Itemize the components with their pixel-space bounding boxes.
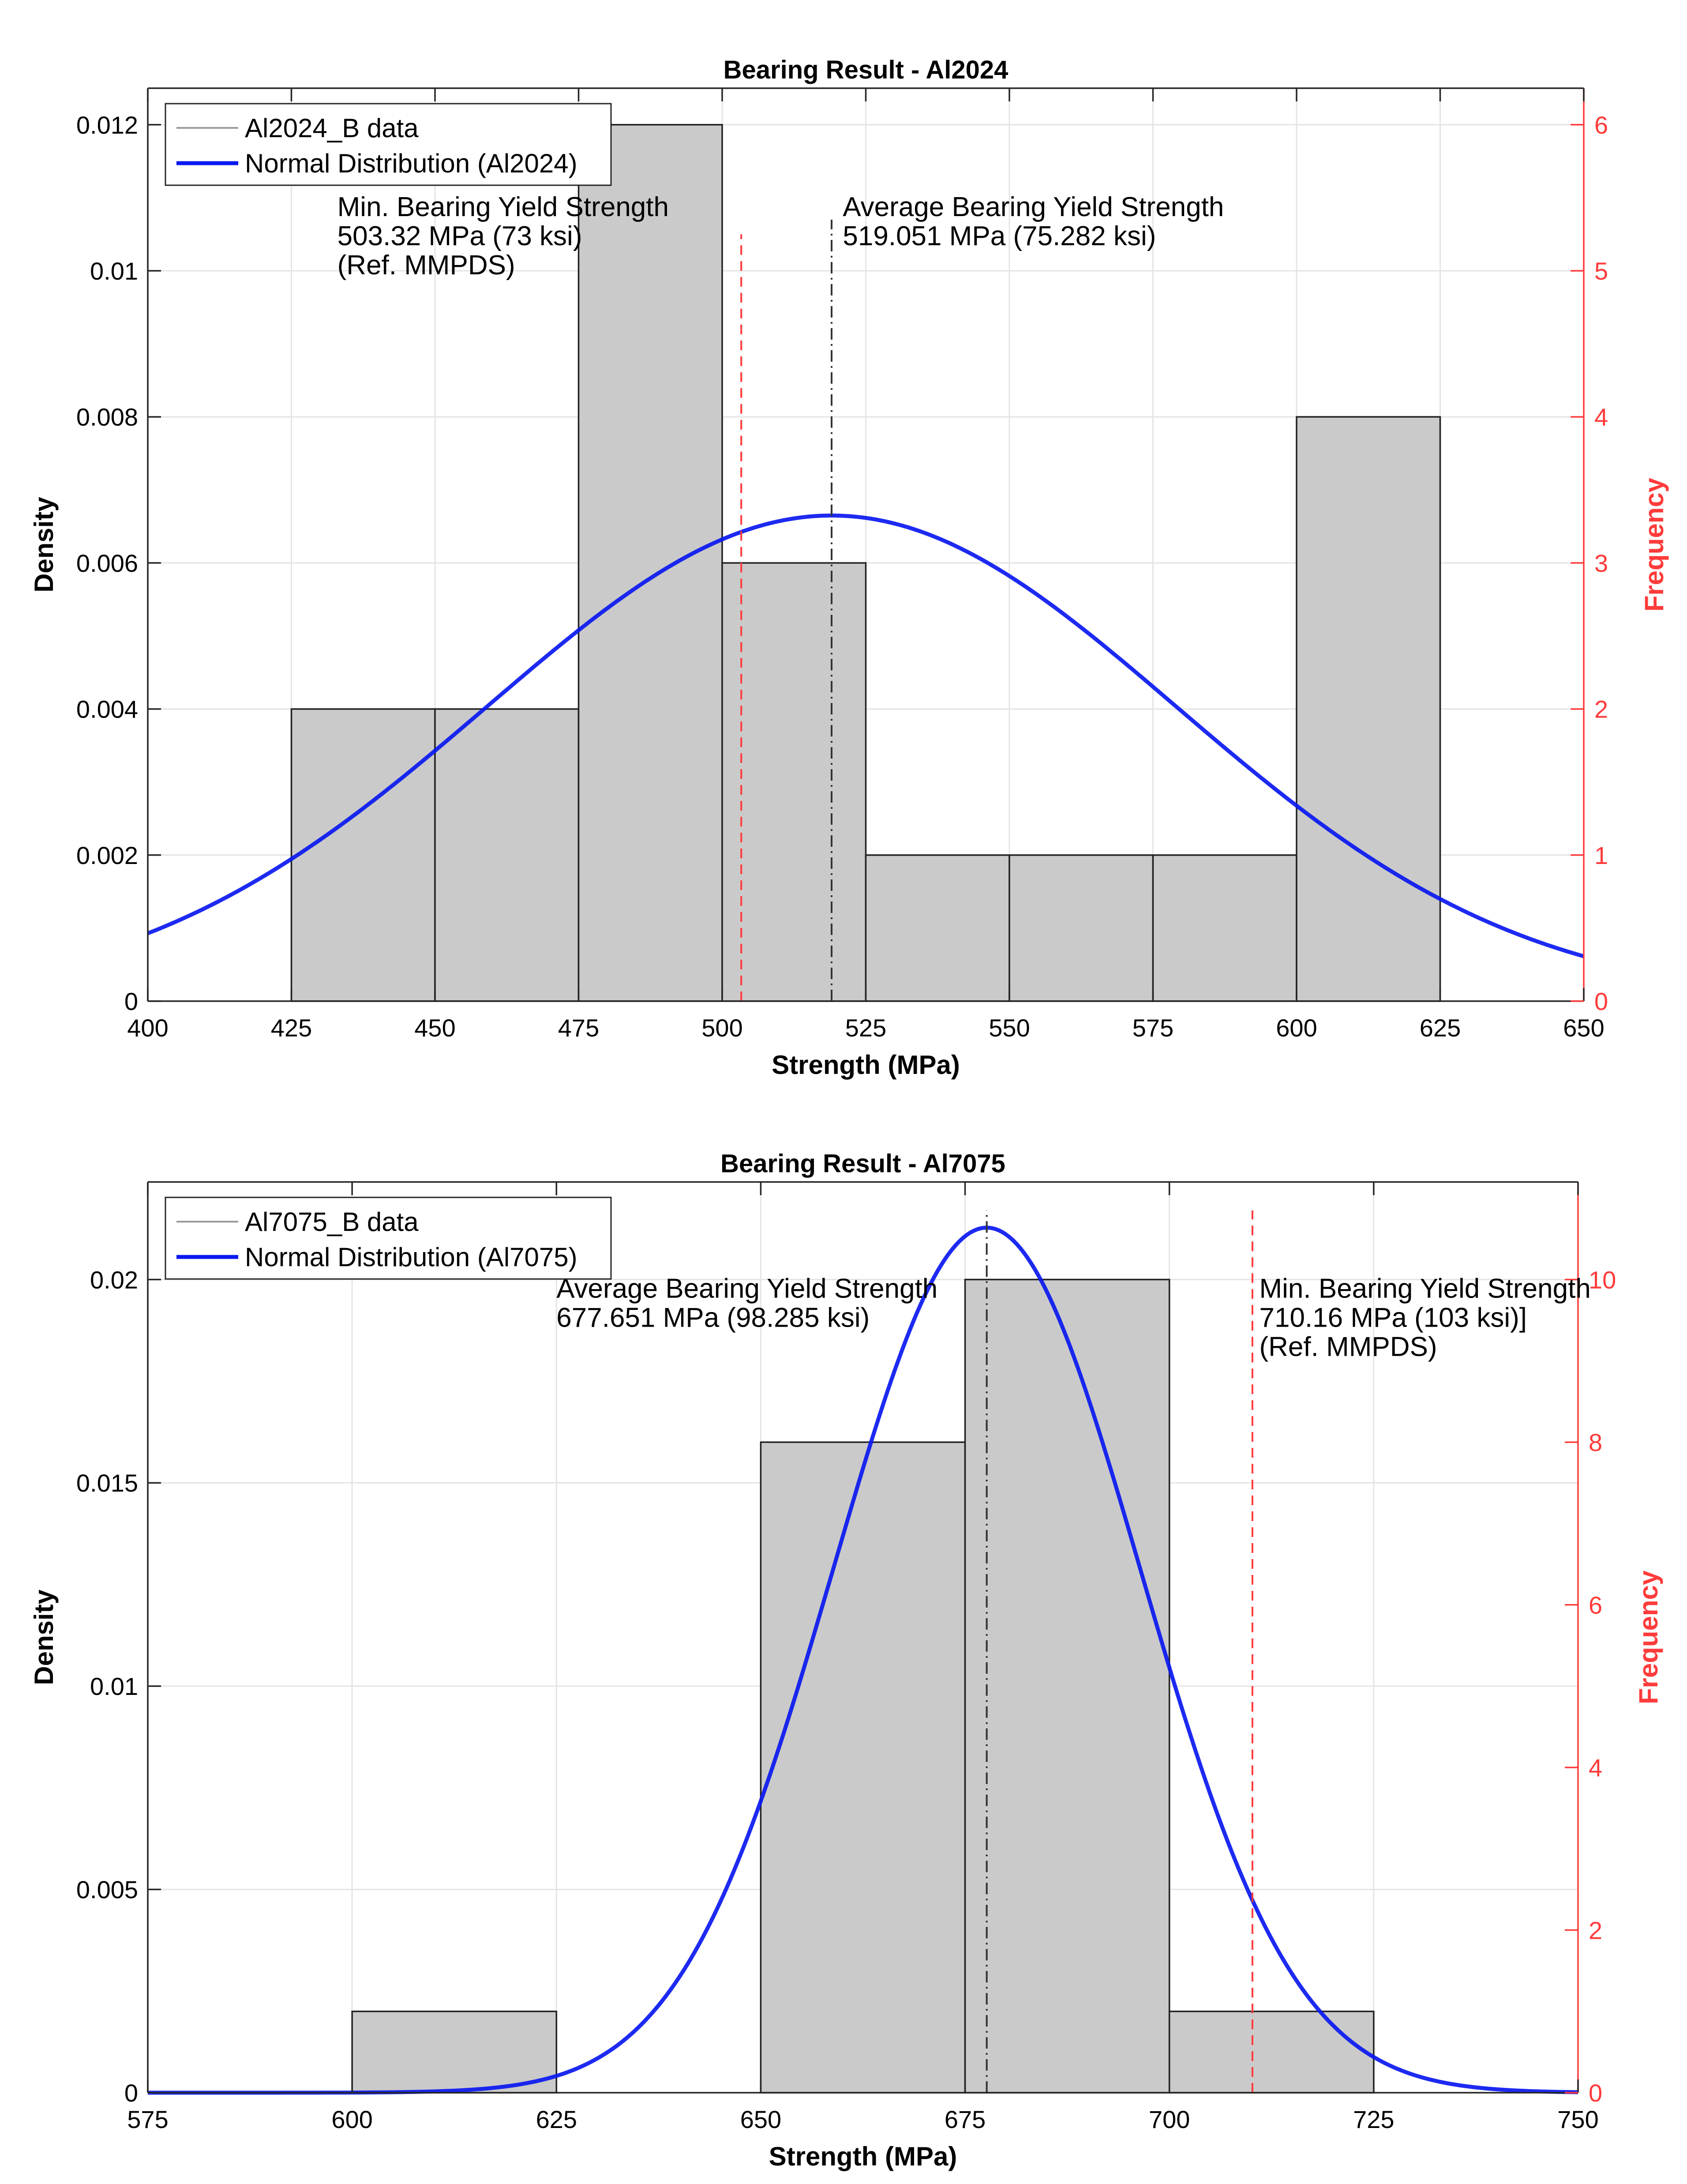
histogram-bar-3 [721, 562, 867, 1002]
histogram-bar-7 [1296, 416, 1441, 1002]
x-axis-label: Strength (MPa) [772, 1050, 960, 1080]
x-tick-label: 550 [989, 1014, 1030, 1042]
y-right-tick-label: 1 [1594, 841, 1608, 869]
y-right-tick-label: 8 [1589, 1429, 1602, 1456]
histogram-bar-0 [290, 708, 436, 1002]
y-right-axis-label: Frequency [1634, 1570, 1663, 1704]
legend: Al7075_B data Normal Distribution (Al7075… [165, 1197, 612, 1280]
x-tick-label: 400 [127, 1014, 168, 1042]
chart-title: Bearing Result - Al7075 [720, 1149, 1005, 1178]
legend-box [165, 103, 612, 186]
legend-label: Al7075_B data [245, 1207, 419, 1237]
y-right-tick-label: 4 [1589, 1754, 1602, 1782]
annotation-text: Average Bearing Yield Strength [843, 192, 1224, 222]
histogram-bar-4 [865, 854, 1010, 1002]
x-tick-label: 600 [331, 2105, 372, 2133]
histogram-bar-2 [964, 1279, 1170, 2094]
legend: Al2024_B data Normal Distribution (Al2024… [165, 103, 612, 186]
y-tick-label: 0.004 [76, 696, 138, 723]
y-tick-label: 0 [124, 2079, 138, 2107]
normal-distribution-curve [147, 513, 1585, 958]
x-tick-label: 525 [845, 1014, 886, 1042]
legend-label: Al2024_B data [245, 113, 419, 143]
annotation-text: Average Bearing Yield Strength [556, 1274, 937, 1304]
histogram-bar-1 [434, 708, 580, 1002]
y-right-tick-label: 5 [1594, 257, 1608, 285]
chart-title: Bearing Result - Al2024 [724, 56, 1008, 84]
y-tick-label: 0.015 [76, 1469, 138, 1497]
x-tick-label: 575 [1132, 1014, 1173, 1042]
x-tick-label: 675 [945, 2105, 986, 2133]
annotation-text: 519.051 MPa (75.282 ksi) [843, 221, 1156, 251]
annotation-text: 677.651 MPa (98.285 ksi) [556, 1303, 870, 1333]
x-tick-label: 650 [1563, 1014, 1604, 1042]
annotation-text: 503.32 MPa (73 ksi) [337, 221, 582, 251]
y-tick-label: 0.01 [90, 257, 138, 285]
y-right-axis-label: Frequency [1639, 478, 1669, 612]
x-tick-label: 425 [271, 1014, 312, 1042]
y-tick-label: 0.008 [76, 403, 138, 431]
annotation-text: (Ref. MMPDS) [1259, 1332, 1437, 1362]
y-tick-label: 0.012 [76, 111, 138, 139]
y-tick-label: 0.02 [90, 1266, 138, 1294]
x-tick-label: 625 [536, 2105, 577, 2133]
histogram-bar-6 [1152, 854, 1297, 1002]
histogram-bar-2 [577, 124, 723, 1002]
legend-label: Normal Distribution (Al7075) [245, 1242, 577, 1272]
y-tick-label: 0.006 [76, 549, 138, 577]
annotation-text: Min. Bearing Yield Strength [1259, 1274, 1590, 1304]
chart-0: 400 425 450 475 500 525 550 575 600 625 65000.0020… [29, 56, 1669, 1080]
histogram-bar-5 [1008, 854, 1154, 1002]
y-tick-label: 0 [124, 987, 138, 1015]
x-tick-label: 600 [1276, 1014, 1317, 1042]
x-tick-label: 500 [701, 1014, 742, 1042]
y-right-tick-label: 4 [1594, 403, 1608, 431]
chart-1: 575 600 625 650 675 700 725 75000.0050.010.0150… [29, 1149, 1663, 2171]
x-tick-label: 725 [1353, 2105, 1394, 2133]
y-right-tick-label: 6 [1589, 1591, 1602, 1619]
annotation-text: 710.16 MPa (103 ksi)] [1259, 1303, 1527, 1333]
y-right-tick-label: 2 [1589, 1916, 1602, 1944]
x-tick-label: 450 [414, 1014, 455, 1042]
x-tick-label: 475 [558, 1014, 599, 1042]
y-right-tick-label: 6 [1594, 111, 1608, 139]
y-tick-label: 0.002 [76, 841, 138, 869]
x-tick-label: 700 [1149, 2105, 1190, 2133]
y-right-tick-label: 0 [1589, 2079, 1602, 2107]
y-right-tick-label: 0 [1594, 987, 1608, 1015]
y-axis-label: Density [29, 497, 59, 592]
legend-label: Normal Distribution (Al2024) [245, 149, 577, 178]
y-tick-label: 0.005 [76, 1876, 138, 1904]
x-tick-label: 650 [740, 2105, 781, 2133]
y-right-tick-label: 10 [1589, 1266, 1616, 1294]
annotation-text: Min. Bearing Yield Strength [337, 192, 669, 222]
y-axis-label: Density [29, 1589, 59, 1685]
x-tick-label: 750 [1557, 2105, 1598, 2133]
x-axis-label: Strength (MPa) [769, 2142, 957, 2171]
y-right-tick-label: 3 [1594, 549, 1608, 577]
histogram-bar-3 [1168, 2010, 1375, 2094]
annotation-text: (Ref. MMPDS) [337, 250, 515, 280]
y-tick-label: 0.01 [90, 1672, 138, 1700]
y-right-tick-label: 2 [1594, 696, 1608, 723]
histogram-bar-1 [760, 1441, 966, 2094]
legend-box [165, 1197, 612, 1280]
x-tick-label: 625 [1420, 1014, 1461, 1042]
x-tick-label: 575 [127, 2105, 168, 2133]
histogram-bar-0 [351, 2010, 558, 2094]
